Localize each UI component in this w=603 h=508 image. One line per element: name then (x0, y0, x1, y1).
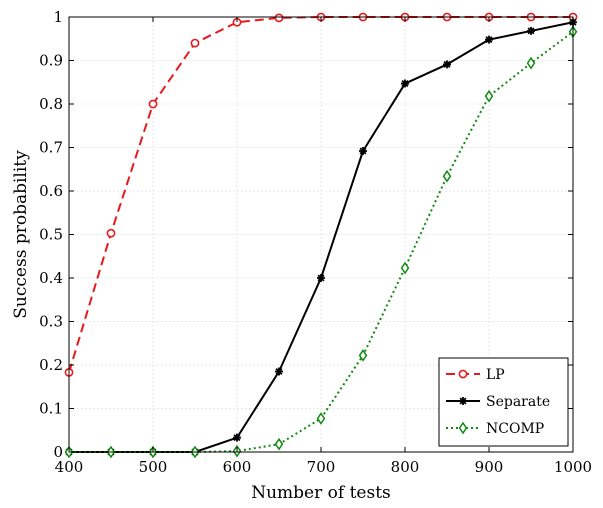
y-tick-label-0-5: 0.5 (39, 226, 63, 244)
legend-label-ncomp: NCOMP (486, 421, 544, 437)
point-lp-500 (148, 99, 158, 109)
y-tick-label-0-7: 0.7 (39, 139, 63, 157)
y-tick-label-0: 0 (53, 443, 63, 461)
y-axis-label: Success probability (11, 150, 31, 319)
x-tick-label-700: 700 (307, 458, 336, 476)
point-ncomp-800 (400, 261, 410, 275)
x-tick-label-400: 400 (55, 458, 84, 476)
x-tick-label-500: 500 (139, 458, 168, 476)
point-lp-650 (274, 13, 284, 23)
x-tick-label-800: 800 (391, 458, 420, 476)
legend-marker-separate (459, 397, 467, 405)
point-separate-950 (527, 26, 535, 35)
point-ncomp-750 (358, 349, 368, 362)
x-tick-label-900: 900 (475, 458, 504, 476)
x-axis-label: Number of tests (251, 483, 391, 503)
point-lp-450 (106, 228, 116, 238)
point-ncomp-650 (274, 437, 284, 451)
y-tick-label-1: 1 (53, 8, 63, 26)
point-ncomp-900 (484, 89, 494, 103)
point-separate-850 (443, 60, 451, 69)
y-tick-label-0-9: 0.9 (39, 52, 63, 70)
axis-ticks: 400 500 600 700 800 900 1000 0 0.1 0.2 0.3 0.4 0.5 0.… (39, 8, 592, 476)
point-ncomp-700 (316, 412, 326, 425)
point-separate-700 (317, 274, 325, 282)
point-separate-650 (275, 367, 283, 376)
y-tick-label-0-4: 0.4 (39, 269, 63, 287)
y-tick-label-0-8: 0.8 (39, 95, 63, 113)
legend-label-separate: Separate (486, 394, 550, 410)
legend-marker-ncomp (458, 421, 468, 435)
y-tick-label-0-6: 0.6 (39, 182, 63, 200)
point-separate-750 (359, 146, 367, 155)
point-ncomp-950 (526, 56, 536, 70)
y-tick-label-0-3: 0.3 (39, 313, 63, 331)
legend: LP Separate NCOMP (438, 357, 569, 447)
x-tick-label-1000: 1000 (554, 458, 592, 476)
legend-label-lp: LP (486, 367, 505, 383)
point-lp-550 (190, 38, 200, 48)
legend-marker-lp (458, 369, 468, 379)
x-tick-label-600: 600 (223, 458, 252, 476)
point-separate-900 (485, 35, 493, 44)
point-separate-800 (401, 79, 409, 88)
point-ncomp-850 (442, 169, 452, 183)
point-separate-600 (233, 433, 241, 442)
y-tick-label-0-2: 0.2 (39, 356, 63, 374)
y-tick-label-0-1: 0.1 (39, 400, 63, 418)
